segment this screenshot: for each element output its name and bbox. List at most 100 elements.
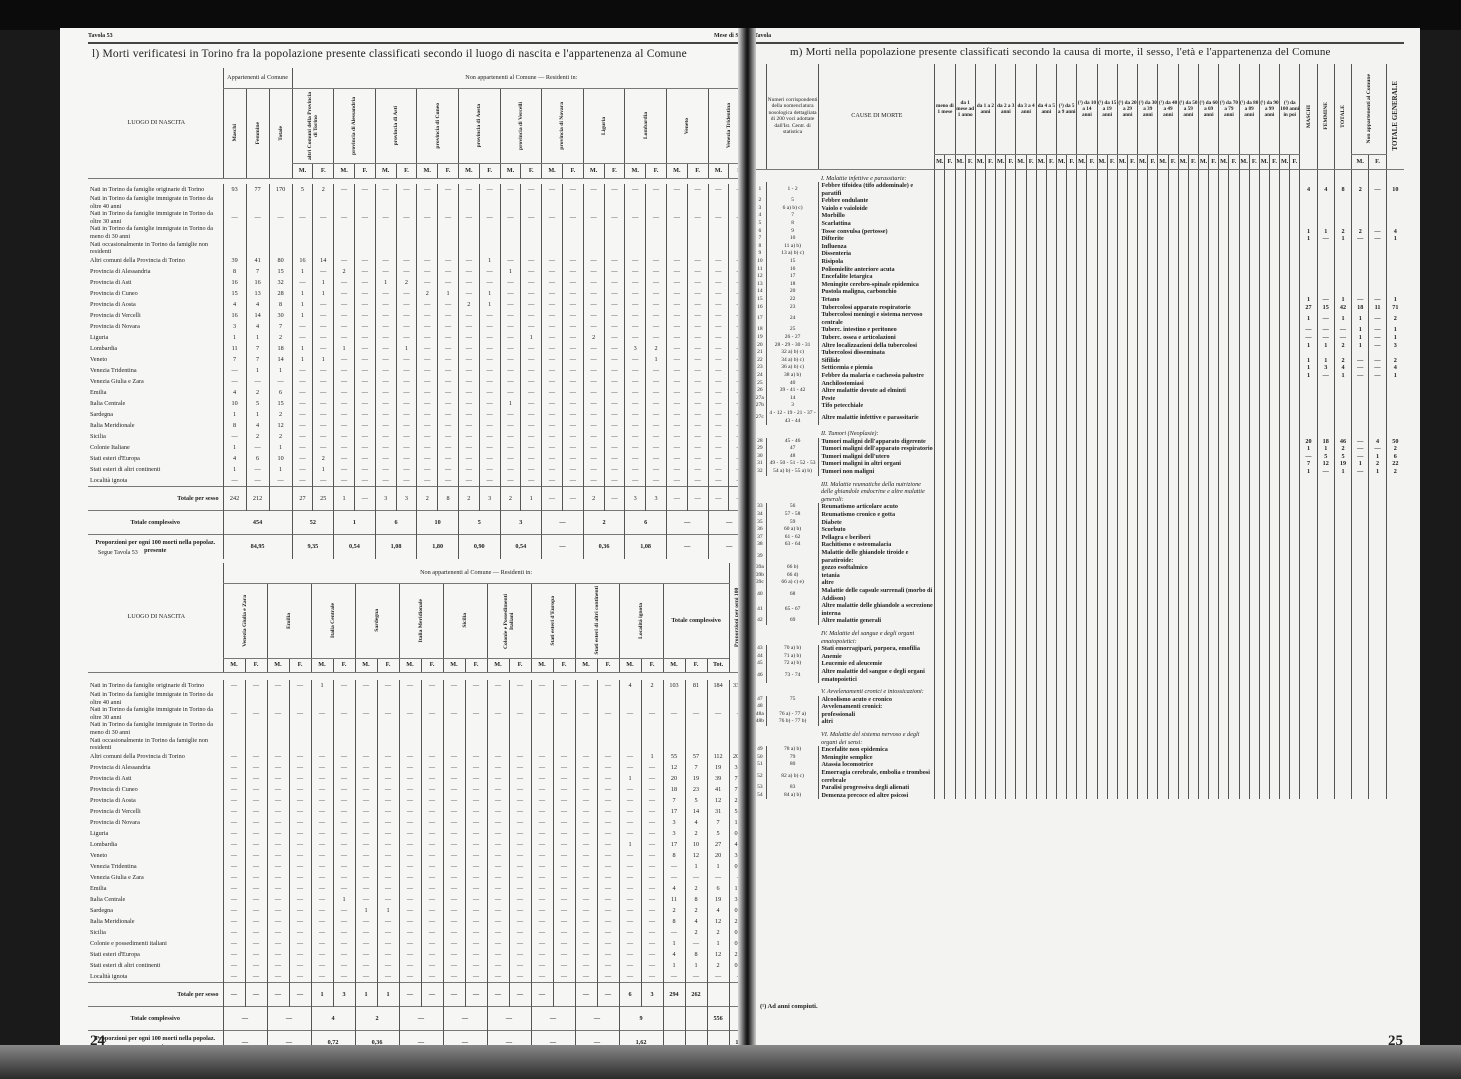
column-header: Stati esteri di altri continenti <box>594 586 600 655</box>
cell: — <box>353 409 376 421</box>
cell <box>1147 511 1158 519</box>
cause-name: Encefalite non epidemica <box>818 746 935 754</box>
cell <box>1106 602 1118 618</box>
total-cell <box>1385 695 1404 704</box>
cell <box>1035 425 1047 438</box>
cause-name: Vaiolo e vaioloide <box>818 204 935 213</box>
table-row: 35 59 Diabete <box>754 518 1404 527</box>
total-cell: — <box>1351 356 1369 365</box>
cell: — <box>624 453 646 465</box>
cell <box>1279 624 1290 646</box>
cell <box>934 791 945 800</box>
cell <box>1157 265 1169 274</box>
row-number: 32 <box>757 468 763 475</box>
cell <box>1147 212 1158 221</box>
cell <box>1187 333 1199 342</box>
cell <box>1076 250 1087 259</box>
cell <box>1238 602 1250 618</box>
cell: 4 <box>310 1006 355 1031</box>
cell <box>1238 212 1250 221</box>
cell <box>1005 273 1016 281</box>
cell <box>1055 326 1067 334</box>
cell <box>1238 726 1250 747</box>
cell <box>1137 511 1148 519</box>
cell <box>995 212 1006 221</box>
cell <box>1066 235 1077 243</box>
cell <box>1177 761 1189 770</box>
table-row: Provincia di Aosta 4 4 8 1— — — — — — —2 1— — — — — — — — —… <box>88 299 750 311</box>
cell <box>1279 326 1290 334</box>
cell: — <box>707 277 729 289</box>
cell: 3 <box>478 486 501 511</box>
total-cell <box>1333 265 1352 274</box>
cell <box>1066 617 1077 625</box>
cell <box>1096 182 1108 198</box>
cell <box>1218 541 1229 549</box>
cell <box>1005 503 1016 512</box>
cell: — <box>395 376 417 388</box>
cell: — <box>645 277 667 289</box>
cell <box>954 533 966 542</box>
cell <box>1076 460 1087 469</box>
cell: — <box>707 431 729 443</box>
cell: — <box>332 938 355 950</box>
cell: — <box>420 894 443 906</box>
cell <box>1086 710 1098 719</box>
row-label: Emilia <box>90 389 107 397</box>
cell <box>1289 511 1300 519</box>
cell: — <box>374 365 397 377</box>
total-cell <box>1333 394 1352 403</box>
cell <box>1197 333 1209 342</box>
cell <box>995 526 1006 534</box>
cell <box>1035 718 1047 727</box>
cell: — <box>520 310 542 322</box>
cell: — <box>333 354 355 366</box>
cell: — <box>596 883 619 895</box>
cell: — <box>266 773 289 785</box>
cell: — <box>645 299 667 311</box>
cell: — <box>288 806 311 818</box>
cell <box>1258 394 1270 403</box>
nomenclature-code: 17 <box>765 273 819 281</box>
cell <box>1167 549 1179 565</box>
age-group-header: (¹) da 90 a 99 anni <box>1258 64 1280 156</box>
cell <box>1289 273 1300 281</box>
cell <box>1187 425 1199 438</box>
cell: — <box>552 850 575 862</box>
cell <box>1005 296 1016 304</box>
cell <box>662 691 685 707</box>
cell: 6 <box>618 982 641 1007</box>
cell <box>222 195 247 211</box>
cell <box>1268 182 1280 198</box>
cell <box>954 769 966 785</box>
cell <box>1106 409 1118 426</box>
cell <box>1238 564 1250 572</box>
cell <box>1157 602 1169 618</box>
cell <box>1055 541 1067 549</box>
cell: — <box>499 365 521 377</box>
cell <box>1126 624 1138 646</box>
cell <box>1208 387 1219 395</box>
cell <box>1116 326 1128 334</box>
cell <box>1228 394 1240 403</box>
cell <box>1126 503 1138 512</box>
cell <box>1066 227 1077 236</box>
cell <box>964 645 976 653</box>
cell <box>1238 549 1250 565</box>
cell <box>1076 182 1087 198</box>
cause-name: Febbre da malaria e cachessia palustre <box>818 371 935 380</box>
cell: — <box>266 680 289 691</box>
cell <box>934 460 945 469</box>
column-header: Maschi <box>231 124 238 142</box>
cell <box>964 212 976 221</box>
nomenclature-code: 66 d) <box>765 571 819 580</box>
cell <box>1248 564 1260 572</box>
cell: — <box>353 343 376 355</box>
row-label: Provincia di Vercelli <box>90 808 141 816</box>
cell <box>1228 409 1240 426</box>
cell: — <box>222 894 245 906</box>
cell <box>520 225 542 241</box>
cell <box>1086 683 1098 696</box>
cell <box>1228 258 1240 266</box>
